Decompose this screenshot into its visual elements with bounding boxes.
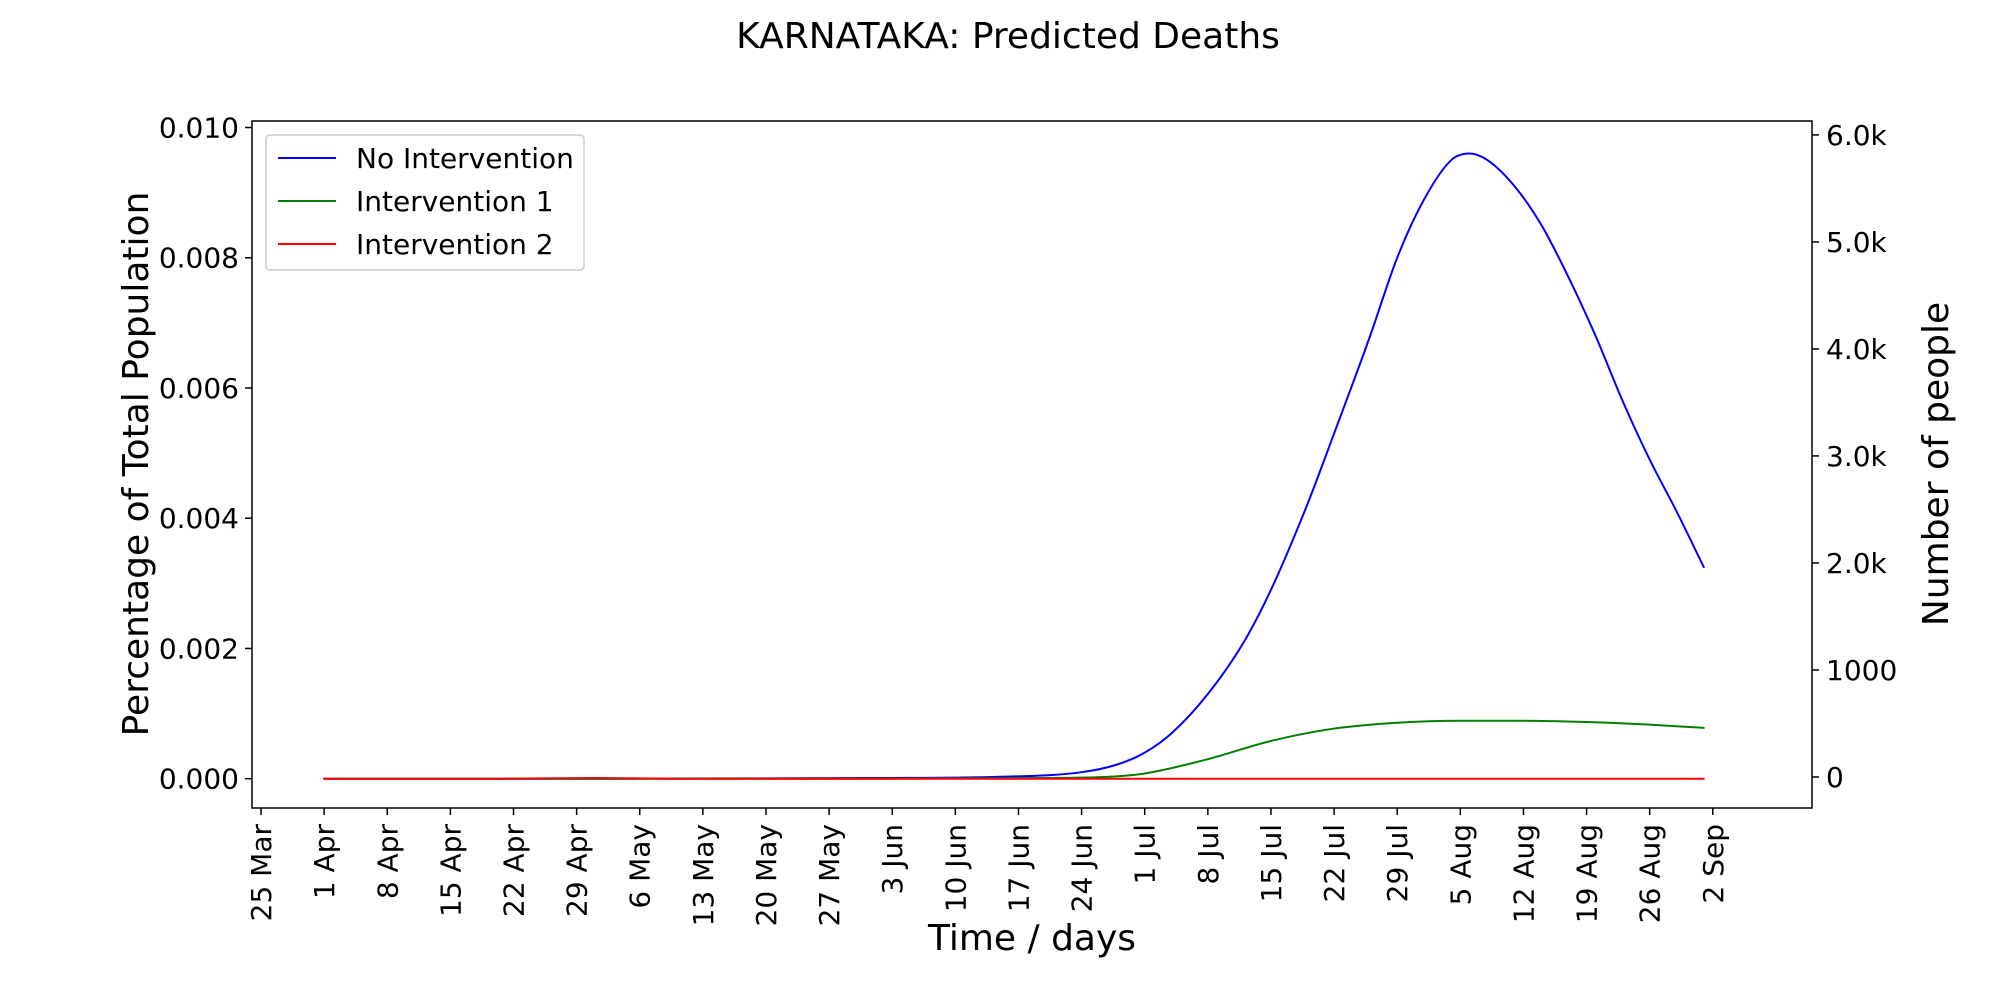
y-right-tick-label: 5.0k bbox=[1826, 226, 1888, 259]
y-tick-label: 0.004 bbox=[159, 502, 239, 535]
y-right-tick-label: 3.0k bbox=[1826, 440, 1888, 473]
x-tick-label: 24 Jun bbox=[1066, 824, 1099, 912]
x-axis: 25 Mar 1 Apr 8 Apr 15 Apr 22 Apr 29 Apr 6 May 1… bbox=[245, 808, 1730, 926]
x-tick-label: 29 Apr bbox=[561, 824, 594, 917]
x-tick-label: 22 Jul bbox=[1318, 824, 1351, 902]
x-tick-label: 25 Mar bbox=[245, 824, 278, 922]
y-right-tick-label: 4.0k bbox=[1826, 333, 1888, 366]
y-tick-label: 0.008 bbox=[159, 242, 239, 275]
x-tick-label: 20 May bbox=[750, 824, 783, 926]
y-right-tick-label: 2.0k bbox=[1826, 547, 1888, 580]
x-tick-label: 6 May bbox=[624, 824, 657, 909]
y-right-tick-label: 6.0k bbox=[1826, 119, 1888, 152]
x-tick-label: 2 Sep bbox=[1697, 824, 1730, 904]
x-tick-label: 15 Apr bbox=[434, 824, 467, 917]
x-tick-label: 22 Apr bbox=[498, 824, 531, 917]
legend-label-intervention-2: Intervention 2 bbox=[356, 228, 554, 261]
plot-frame bbox=[251, 120, 1813, 809]
x-tick-label: 1 Apr bbox=[308, 824, 341, 900]
y-tick-label: 0.010 bbox=[159, 112, 239, 145]
x-tick-label: 8 Jul bbox=[1192, 824, 1225, 885]
x-tick-label: 10 Jun bbox=[939, 824, 972, 912]
y-right-tick-label: 0 bbox=[1826, 761, 1844, 794]
series-line-intervention-2 bbox=[323, 777, 1705, 780]
x-axis-label: Time / days bbox=[927, 918, 1136, 959]
series-line-intervention-1 bbox=[323, 719, 1705, 780]
y-axis-left-label: Percentage of Total Population bbox=[116, 192, 157, 737]
x-tick-label: 27 May bbox=[813, 824, 846, 926]
x-tick-label: 17 Jun bbox=[1003, 824, 1036, 912]
x-tick-label: 13 May bbox=[687, 824, 720, 926]
x-tick-label: 5 Aug bbox=[1444, 824, 1477, 905]
chart-title: KARNATAKA: Predicted Deaths bbox=[736, 16, 1280, 57]
x-tick-label: 12 Aug bbox=[1507, 824, 1540, 923]
x-tick-label: 8 Apr bbox=[371, 824, 404, 900]
legend-label-no-intervention: No Intervention bbox=[356, 142, 574, 175]
y-axis-right-label: Number of people bbox=[1916, 302, 1957, 626]
y-tick-label: 0.000 bbox=[159, 763, 239, 796]
x-tick-label: 3 Jun bbox=[876, 824, 909, 894]
legend-label-intervention-1: Intervention 1 bbox=[356, 185, 554, 218]
x-tick-label: 1 Jul bbox=[1129, 824, 1162, 885]
series-layer bbox=[323, 152, 1705, 780]
legend-box bbox=[265, 134, 585, 271]
legend: No Intervention Intervention 1 Interventio… bbox=[265, 134, 585, 271]
y-tick-label: 0.002 bbox=[159, 632, 239, 665]
x-tick-label: 29 Jul bbox=[1381, 824, 1414, 902]
x-tick-label: 26 Aug bbox=[1634, 824, 1667, 923]
x-tick-label: 15 Jul bbox=[1255, 824, 1288, 902]
y-right-tick-label: 1000 bbox=[1826, 654, 1897, 687]
y-tick-label: 0.006 bbox=[159, 372, 239, 405]
x-tick-label: 19 Aug bbox=[1571, 824, 1604, 923]
y-axis-right: 0 1000 2.0k 3.0k 4.0k 5.0k 6.0k bbox=[1812, 119, 1897, 794]
series-line-no-intervention bbox=[323, 152, 1705, 780]
y-axis-left: 0.000 0.002 0.004 0.006 0.008 0.010 bbox=[159, 112, 252, 796]
